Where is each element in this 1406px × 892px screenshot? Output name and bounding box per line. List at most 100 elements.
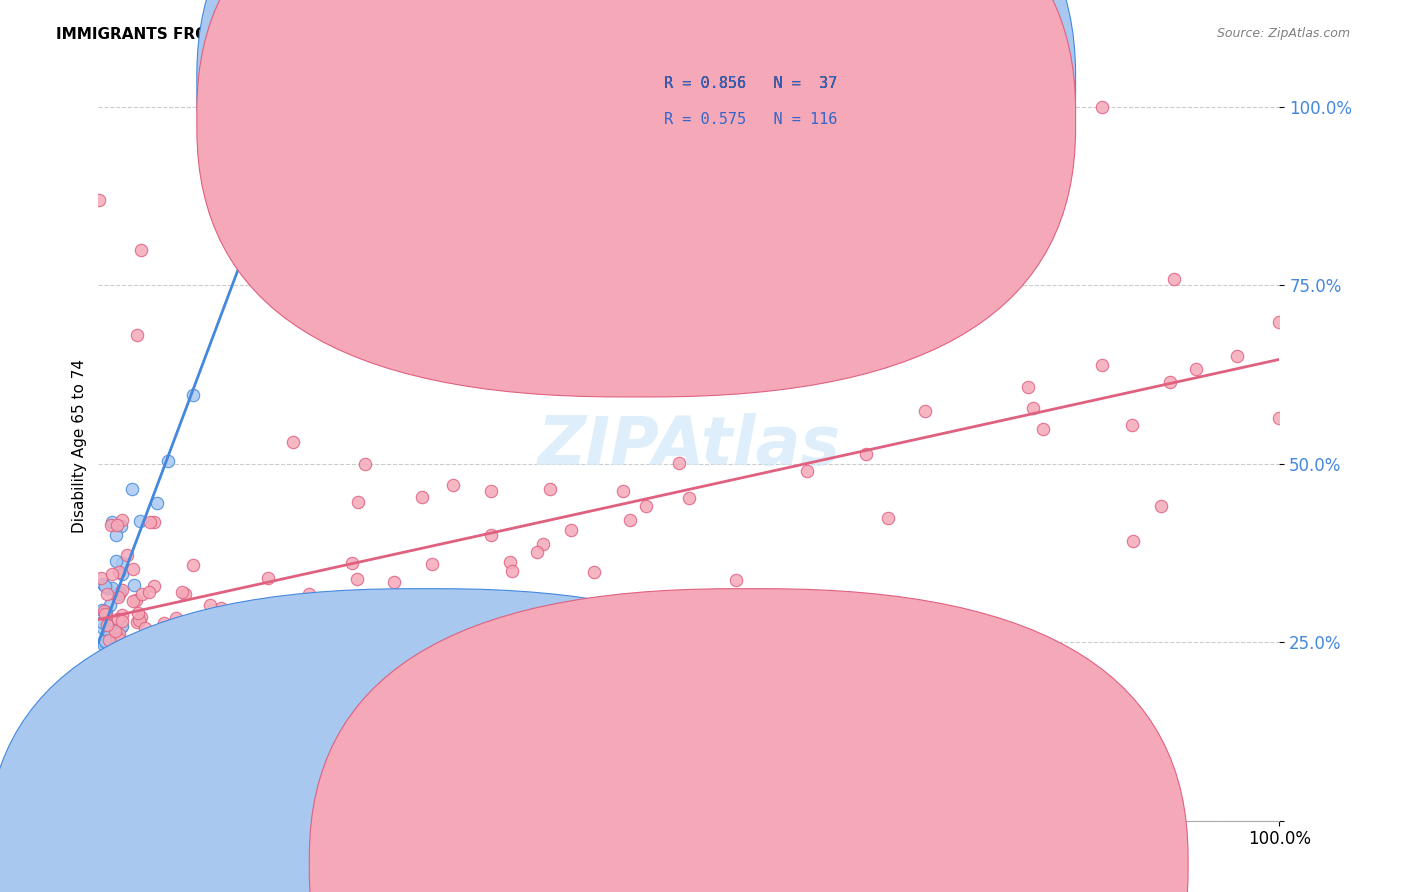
Point <box>101 567 124 582</box>
Point <box>91 603 114 617</box>
Point <box>501 565 523 579</box>
Point <box>134 621 156 635</box>
Point <box>1163 272 1185 286</box>
Point <box>582 565 605 579</box>
Point <box>105 554 128 568</box>
Point <box>104 624 127 639</box>
Text: Immigrants from Mexico: Immigrants from Mexico <box>779 850 965 865</box>
Point <box>142 579 165 593</box>
Point <box>101 686 124 700</box>
Point <box>1150 499 1173 513</box>
Point <box>110 566 132 581</box>
Point <box>186 680 208 694</box>
Point <box>353 457 375 471</box>
Point <box>1268 410 1291 425</box>
Point <box>108 565 131 579</box>
Point <box>125 640 148 655</box>
Point <box>91 576 114 591</box>
Point <box>110 620 132 634</box>
Point <box>96 728 118 742</box>
Point <box>105 672 128 686</box>
Point <box>96 605 118 619</box>
Point <box>181 388 204 402</box>
Point <box>423 623 446 637</box>
Text: ZIPAtlas: ZIPAtlas <box>537 413 841 479</box>
Point <box>122 578 145 592</box>
Point <box>479 484 502 499</box>
Point <box>1226 349 1249 363</box>
Point <box>104 623 127 637</box>
Point <box>855 446 877 460</box>
Point <box>264 242 287 256</box>
Point <box>1017 380 1039 394</box>
Point <box>131 587 153 601</box>
Point <box>914 404 936 418</box>
Point <box>93 638 115 652</box>
Point <box>96 587 118 601</box>
Point <box>97 628 120 642</box>
Point <box>174 587 197 601</box>
Point <box>269 677 291 691</box>
Point <box>108 632 131 646</box>
Point <box>121 482 143 496</box>
Point <box>342 556 364 570</box>
Point <box>1022 401 1045 416</box>
Point <box>90 615 112 629</box>
Point <box>149 658 172 673</box>
Point <box>97 625 120 640</box>
Point <box>122 594 145 608</box>
Point <box>181 558 204 572</box>
Point <box>357 592 380 607</box>
Point <box>1122 533 1144 548</box>
Point <box>737 292 759 306</box>
Point <box>107 591 129 605</box>
Point <box>560 523 582 537</box>
Point <box>498 556 520 570</box>
Point <box>724 574 747 588</box>
Point <box>98 633 121 648</box>
Point <box>1185 362 1208 376</box>
Point <box>411 490 433 504</box>
Point <box>87 814 110 828</box>
Point <box>619 513 641 527</box>
Point <box>107 612 129 626</box>
Point <box>125 593 148 607</box>
Point <box>94 636 117 650</box>
Point <box>101 581 124 595</box>
Point <box>105 643 128 657</box>
Text: IMMIGRANTS FROM KENYA VS IMMIGRANTS FROM MEXICO DISABILITY AGE 65 TO 74 CORRELAT: IMMIGRANTS FROM KENYA VS IMMIGRANTS FROM… <box>56 27 967 42</box>
Point <box>346 572 368 586</box>
Point <box>101 516 124 530</box>
Point <box>531 536 554 550</box>
Point <box>108 627 131 641</box>
Point <box>209 600 232 615</box>
Point <box>668 456 690 470</box>
Point <box>96 616 118 631</box>
Point <box>612 484 634 499</box>
Point <box>165 610 187 624</box>
Point <box>125 615 148 629</box>
Point <box>89 676 111 690</box>
Point <box>94 634 117 648</box>
Point <box>105 528 128 542</box>
Point <box>176 618 198 632</box>
Point <box>548 596 571 610</box>
Point <box>256 571 278 585</box>
Text: R = 0.856   N =  37: R = 0.856 N = 37 <box>664 77 837 91</box>
Point <box>89 571 111 585</box>
Point <box>263 625 285 640</box>
Point <box>128 613 150 627</box>
Point <box>111 556 134 570</box>
Point <box>796 464 818 478</box>
Point <box>143 516 166 530</box>
Point <box>96 618 118 632</box>
Point <box>111 513 134 527</box>
Point <box>129 609 152 624</box>
Point <box>1091 100 1114 114</box>
Point <box>538 482 561 496</box>
Point <box>138 585 160 599</box>
Point <box>197 629 219 643</box>
Point <box>121 645 143 659</box>
Point <box>347 494 370 508</box>
Point <box>526 545 548 559</box>
